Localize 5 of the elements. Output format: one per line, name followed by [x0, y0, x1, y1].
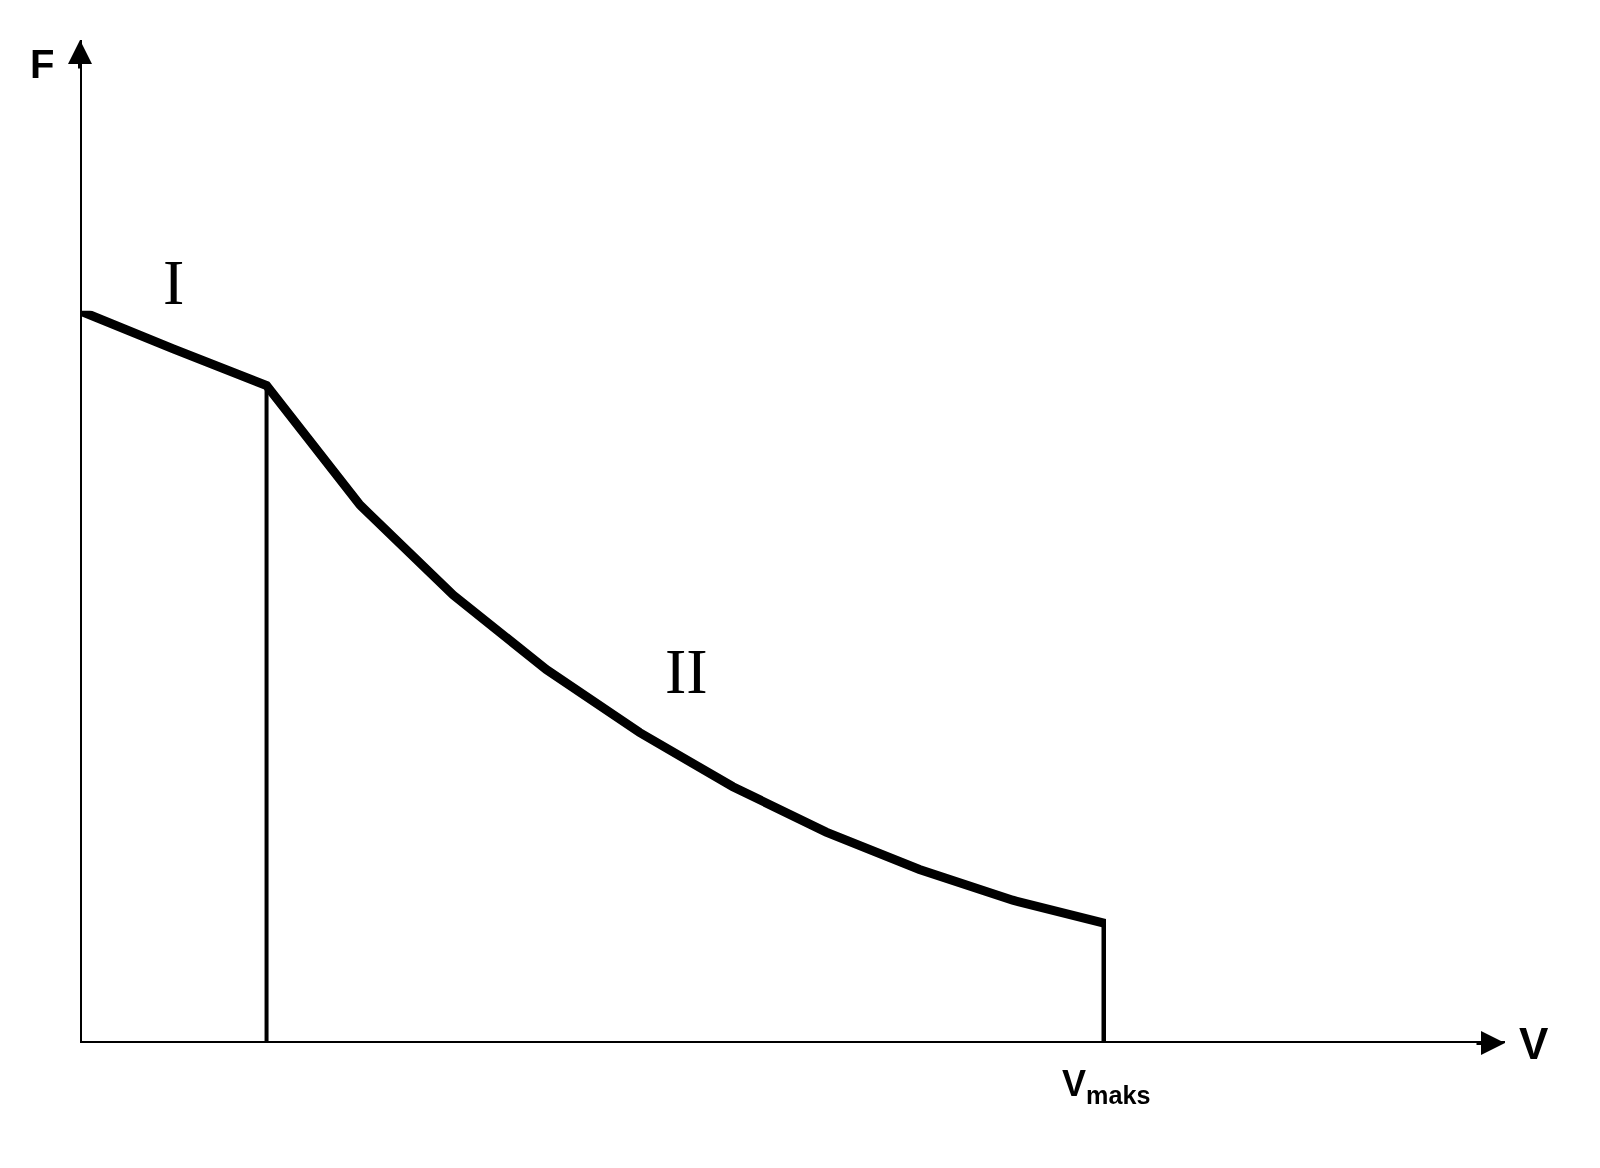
annotation: II	[665, 636, 708, 707]
text: F	[30, 42, 55, 86]
text: V	[1519, 1019, 1549, 1068]
text: V$_{maks}$	[1062, 1063, 1151, 1109]
annotation: I	[163, 247, 185, 318]
